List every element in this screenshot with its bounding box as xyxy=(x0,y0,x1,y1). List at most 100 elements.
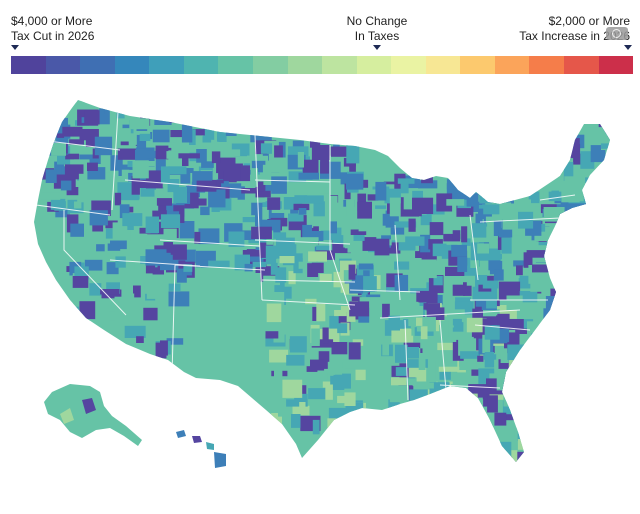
county-patch xyxy=(310,359,325,371)
county-patch xyxy=(563,303,572,312)
county-patch xyxy=(297,152,304,168)
county-patch xyxy=(325,259,335,273)
legend-center-line2: In Taxes xyxy=(354,29,400,43)
border-tn-ky xyxy=(379,309,521,319)
county-patch xyxy=(289,336,307,353)
county-patch xyxy=(420,214,432,226)
county-patch xyxy=(388,315,400,331)
county-patch xyxy=(288,213,304,222)
county-patch xyxy=(514,376,535,389)
county-patch xyxy=(350,369,366,381)
county-patch xyxy=(409,389,428,401)
county-patch xyxy=(104,274,127,283)
county-patch xyxy=(85,136,96,147)
county-patch xyxy=(578,242,598,258)
county-patch xyxy=(531,333,546,347)
county-patch xyxy=(132,160,149,179)
county-patch xyxy=(160,210,167,219)
county-patch xyxy=(565,125,575,144)
county-patch xyxy=(506,227,521,236)
county-patch xyxy=(56,133,65,140)
county-patch xyxy=(260,143,272,154)
county-patch xyxy=(255,191,265,198)
county-patch xyxy=(518,275,532,289)
county-patch xyxy=(84,110,100,125)
county-patch xyxy=(94,136,113,156)
county-patch xyxy=(463,282,472,296)
county-patch xyxy=(267,213,285,221)
county-patch xyxy=(548,266,562,273)
legend-color-swatch xyxy=(322,56,357,74)
county-patch xyxy=(328,196,338,204)
county-patch xyxy=(230,112,239,118)
county-patch xyxy=(400,209,419,217)
county-patch xyxy=(395,367,407,376)
county-patch xyxy=(503,389,520,407)
county-patch xyxy=(136,134,147,149)
county-patch xyxy=(436,193,453,212)
county-patch xyxy=(169,116,191,123)
county-patch xyxy=(146,283,159,299)
legend-color-swatch xyxy=(356,56,392,74)
county-patch xyxy=(504,329,516,335)
county-patch xyxy=(122,259,135,271)
county-patch xyxy=(391,328,414,343)
county-patch xyxy=(525,410,548,429)
county-patch xyxy=(455,297,471,304)
county-patch xyxy=(536,338,551,344)
county-patch xyxy=(532,264,550,273)
county-patch xyxy=(506,414,528,421)
county-patch xyxy=(506,266,520,279)
county-patch xyxy=(284,286,292,305)
county-patch xyxy=(251,226,272,239)
county-patch xyxy=(145,234,164,246)
hawaii-island-kauai xyxy=(176,430,186,438)
county-patch xyxy=(587,127,609,146)
county-patch xyxy=(460,390,470,400)
county-patch xyxy=(308,381,320,393)
county-patch xyxy=(512,383,523,390)
county-patch xyxy=(133,285,141,298)
county-patch xyxy=(486,297,497,309)
county-patch xyxy=(205,121,221,127)
legend-color-swatch xyxy=(45,56,81,74)
county-patch xyxy=(198,166,213,172)
border-mn-ia xyxy=(329,145,351,311)
county-patch xyxy=(423,303,440,310)
county-patch xyxy=(522,373,542,382)
county-patch xyxy=(117,148,139,160)
county-patch xyxy=(78,173,87,184)
county-patch xyxy=(523,454,536,462)
county-patch xyxy=(242,250,261,257)
county-patch xyxy=(228,231,245,247)
county-patch xyxy=(346,173,364,190)
county-patch xyxy=(208,260,230,268)
county-patch xyxy=(114,192,122,206)
county-patch xyxy=(463,397,478,410)
county-patch xyxy=(494,368,516,376)
county-patch xyxy=(391,377,407,389)
county-patch xyxy=(445,266,465,276)
county-patch xyxy=(89,238,99,251)
county-patch xyxy=(466,278,477,286)
county-patch xyxy=(494,412,507,426)
county-patch xyxy=(119,204,130,219)
county-patch xyxy=(102,350,113,365)
alaska xyxy=(44,384,142,446)
border-id-west xyxy=(111,111,119,211)
county-patch xyxy=(426,204,445,215)
county-patch xyxy=(270,262,278,275)
border-mt-south xyxy=(124,179,251,191)
county-patch xyxy=(574,273,582,289)
county-patch xyxy=(145,216,159,233)
us-county-map[interactable] xyxy=(0,80,640,514)
county-patch xyxy=(557,313,576,323)
county-patch xyxy=(320,156,329,174)
county-patch xyxy=(170,244,187,260)
county-patch xyxy=(545,296,557,314)
county-patch xyxy=(492,456,513,462)
fullscreen-icon[interactable] xyxy=(606,27,628,40)
border-az-nm xyxy=(171,264,176,376)
county-patch xyxy=(202,136,212,143)
county-patch xyxy=(400,347,419,359)
